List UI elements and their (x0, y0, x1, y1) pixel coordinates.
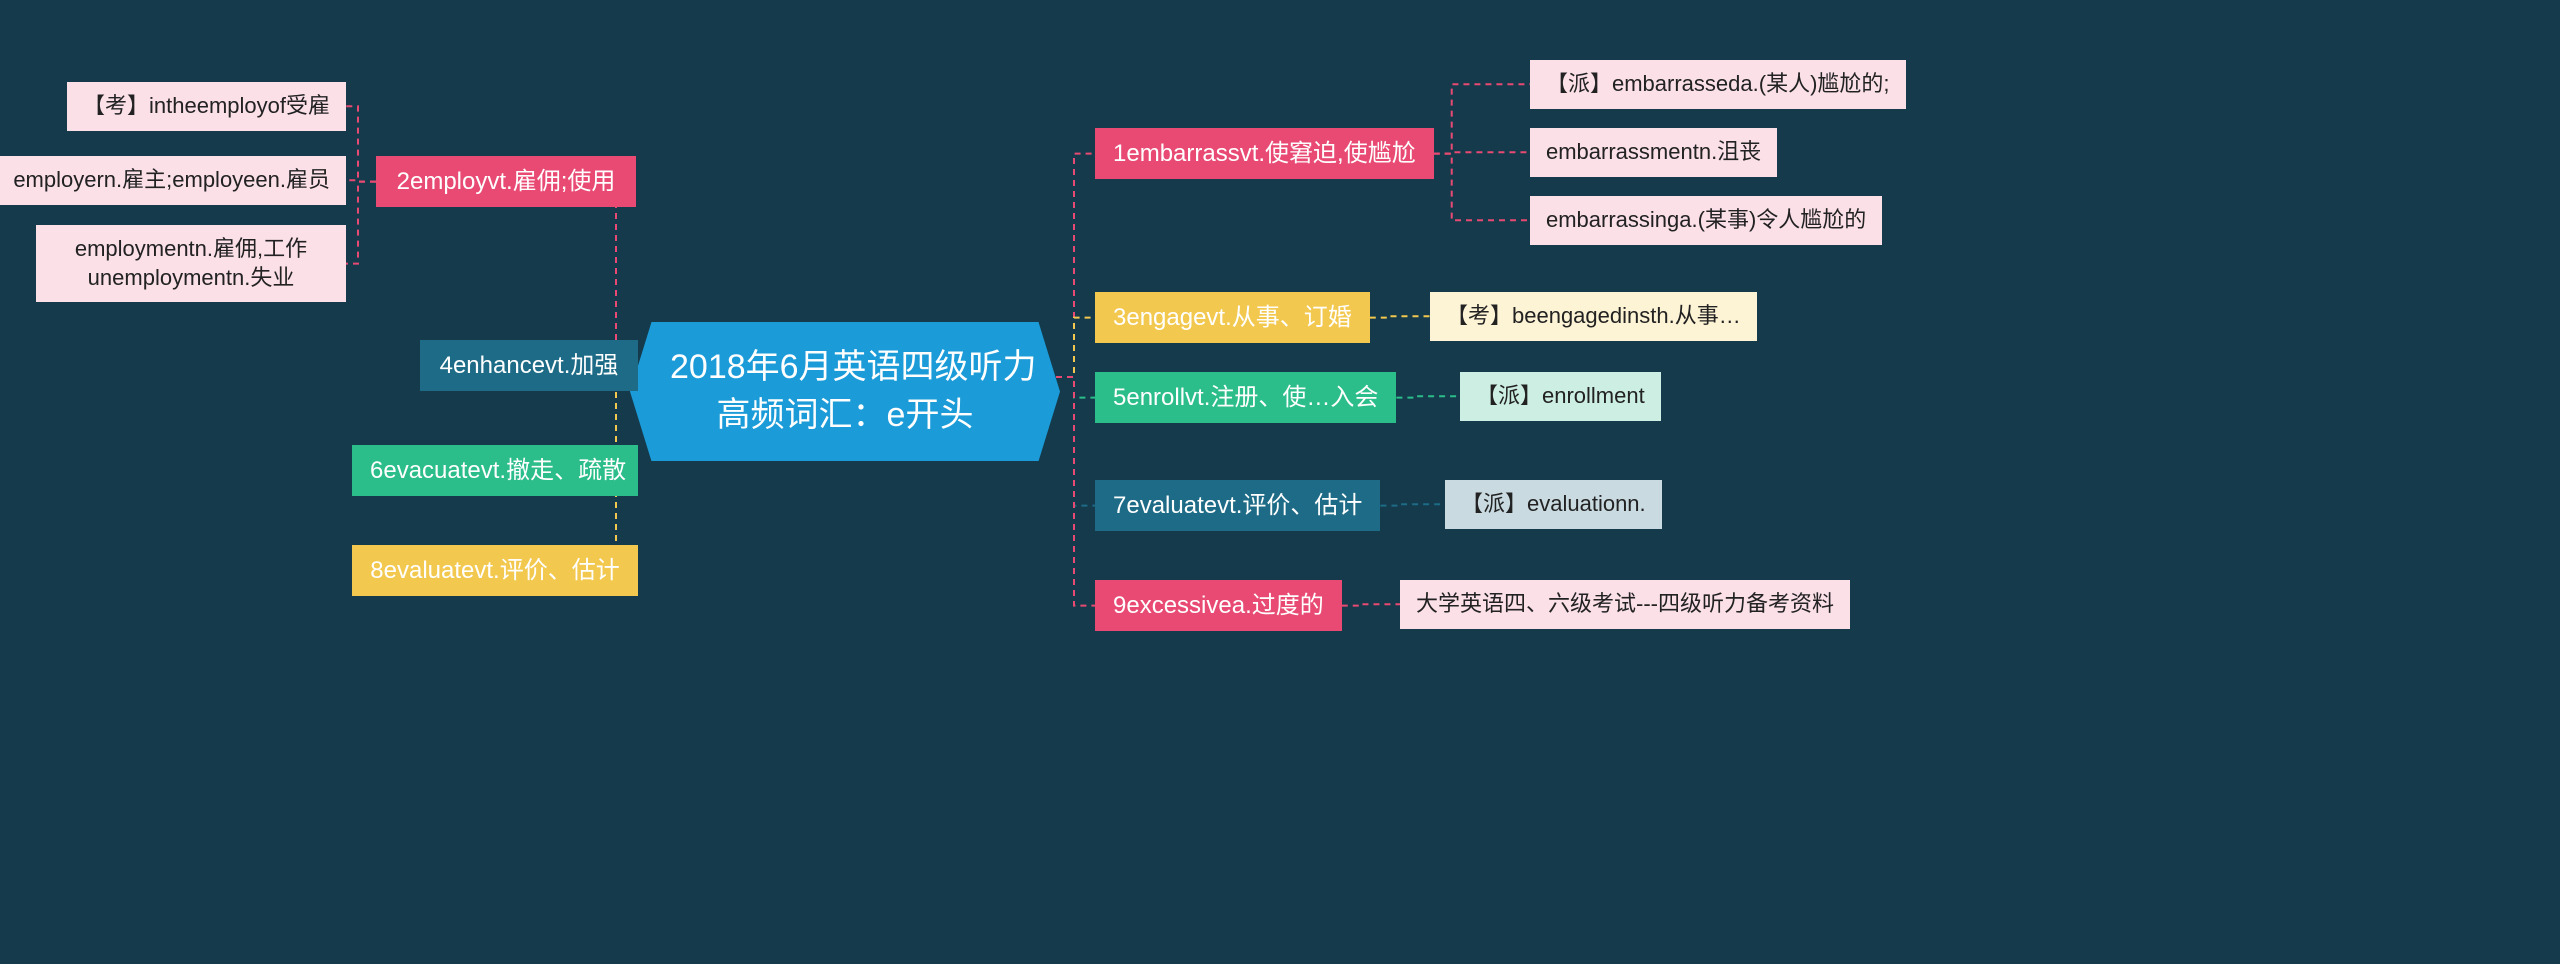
l6-node: 6evacuatevt.撤走、疏散 (352, 445, 638, 496)
r1-leaf-1: embarrassmentn.沮丧 (1530, 128, 1777, 177)
l2-leaf-0: 【考】intheemployof受雇 (67, 82, 346, 131)
l2-leaf-1: 【派】employern.雇主;employeen.雇员 (0, 156, 346, 205)
l4-node: 4enhancevt.加强 (420, 340, 638, 391)
l8-node: 8evaluatevt.评价、估计 (352, 545, 638, 596)
r1-leaf-2: embarrassinga.(某事)令人尴尬的 (1530, 196, 1882, 245)
r5-leaf-0: 【派】enrollment (1460, 372, 1661, 421)
r9-node: 9excessivea.过度的 (1095, 580, 1342, 631)
r3-leaf-0: 【考】beengagedinsth.从事… (1430, 292, 1757, 341)
l2-node: 2employvt.雇佣;使用 (376, 156, 636, 207)
r3-node: 3engagevt.从事、订婚 (1095, 292, 1370, 343)
center-node: 2018年6月英语四级听力 高频词汇：e开头 (630, 322, 1060, 461)
l2-leaf-2: employmentn.雇佣,工作unemploymentn.失业 (36, 225, 346, 302)
r9-leaf-0: 大学英语四、六级考试---四级听力备考资料 (1400, 580, 1850, 629)
r7-leaf-0: 【派】evaluationn. (1445, 480, 1662, 529)
r1-leaf-0: 【派】embarrasseda.(某人)尴尬的; (1530, 60, 1906, 109)
r7-node: 7evaluatevt.评价、估计 (1095, 480, 1380, 531)
r1-node: 1embarrassvt.使窘迫,使尴尬 (1095, 128, 1434, 179)
r5-node: 5enrollvt.注册、使…入会 (1095, 372, 1396, 423)
